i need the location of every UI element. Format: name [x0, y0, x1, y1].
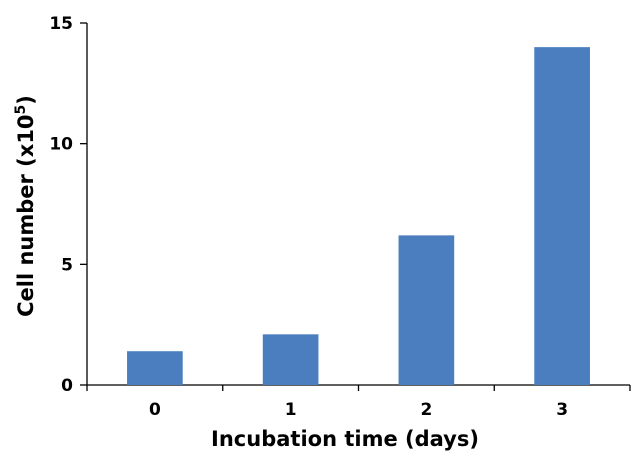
- bar: [534, 47, 590, 386]
- y-axis: 0 5 10 15: [49, 14, 88, 396]
- bar: [262, 334, 319, 385]
- y-tick-label: 10: [49, 135, 73, 155]
- bars-group: [127, 47, 590, 386]
- y-tick-label: 0: [61, 376, 73, 396]
- y-axis-title-end: ): [14, 95, 38, 105]
- y-axis-title: Cell number (x105): [13, 95, 38, 317]
- x-tick-label: 1: [285, 400, 297, 420]
- x-tick-label: 0: [149, 400, 161, 420]
- x-tick-label: 2: [420, 400, 432, 420]
- bar: [127, 351, 183, 385]
- bar: [398, 235, 455, 385]
- x-axis: 0 1 2 3: [86, 384, 631, 420]
- y-axis-title-superscript: 5: [13, 105, 29, 115]
- y-tick-label: 15: [49, 14, 73, 34]
- y-tick-label: 5: [61, 255, 73, 275]
- x-tick-label: 3: [556, 400, 568, 420]
- x-axis-title: Incubation time (days): [211, 427, 479, 451]
- y-axis-title-main: Cell number (x10: [14, 114, 38, 316]
